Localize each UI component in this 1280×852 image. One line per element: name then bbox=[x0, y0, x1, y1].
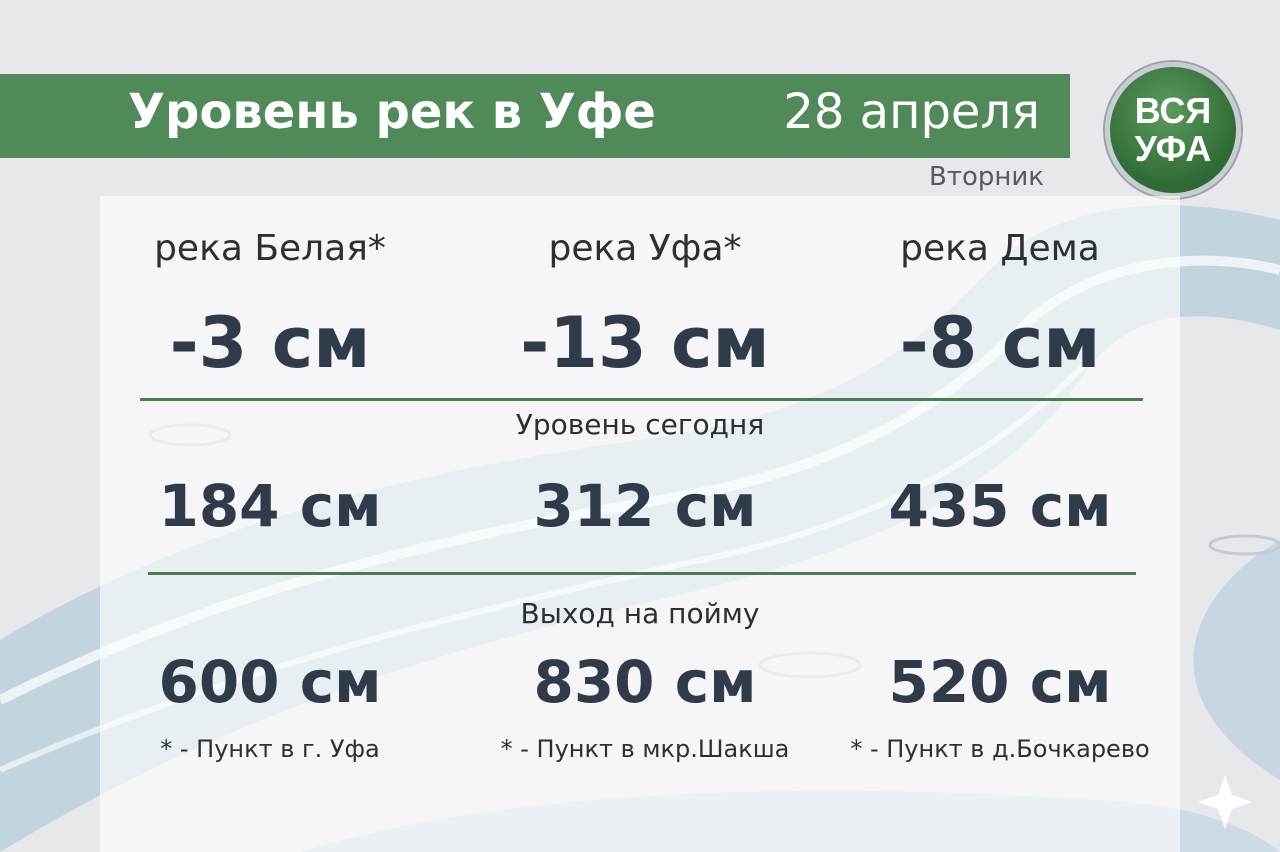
level-change: -3 см bbox=[169, 302, 371, 384]
flood-label: Выход на пойму bbox=[520, 597, 760, 630]
current-level: 312 см bbox=[533, 472, 757, 540]
river-name: река Дема bbox=[900, 228, 1100, 269]
flood-level: 520 см bbox=[888, 648, 1112, 716]
footnote: * - Пункт в мкр.Шакша bbox=[500, 735, 790, 763]
logo: ВСЯ УФА bbox=[1105, 62, 1241, 198]
content-panel bbox=[100, 196, 1180, 852]
current-level: 435 см bbox=[888, 472, 1112, 540]
river-name: река Белая* bbox=[154, 228, 386, 269]
sparkle-icon bbox=[1198, 775, 1252, 829]
page-title: Уровень рек в Уфе bbox=[128, 84, 656, 140]
weekday: Вторник bbox=[929, 162, 1044, 192]
current-level: 184 см bbox=[158, 472, 382, 540]
today-label: Уровень сегодня bbox=[515, 408, 765, 441]
divider bbox=[140, 398, 1143, 401]
divider bbox=[148, 572, 1136, 575]
level-change: -8 см bbox=[899, 302, 1101, 384]
logo-line2: УФА bbox=[1134, 128, 1212, 169]
footnote: * - Пункт в г. Уфа bbox=[160, 735, 380, 763]
level-change: -13 см bbox=[520, 302, 770, 384]
logo-line1: ВСЯ bbox=[1134, 90, 1212, 131]
flood-level: 830 см bbox=[533, 648, 757, 716]
flood-level: 600 см bbox=[158, 648, 382, 716]
date: 28 апреля bbox=[783, 84, 1040, 140]
footnote: * - Пункт в д.Бочкарево bbox=[850, 735, 1150, 763]
river-name: река Уфа* bbox=[548, 228, 742, 269]
title-banner bbox=[0, 74, 1070, 158]
